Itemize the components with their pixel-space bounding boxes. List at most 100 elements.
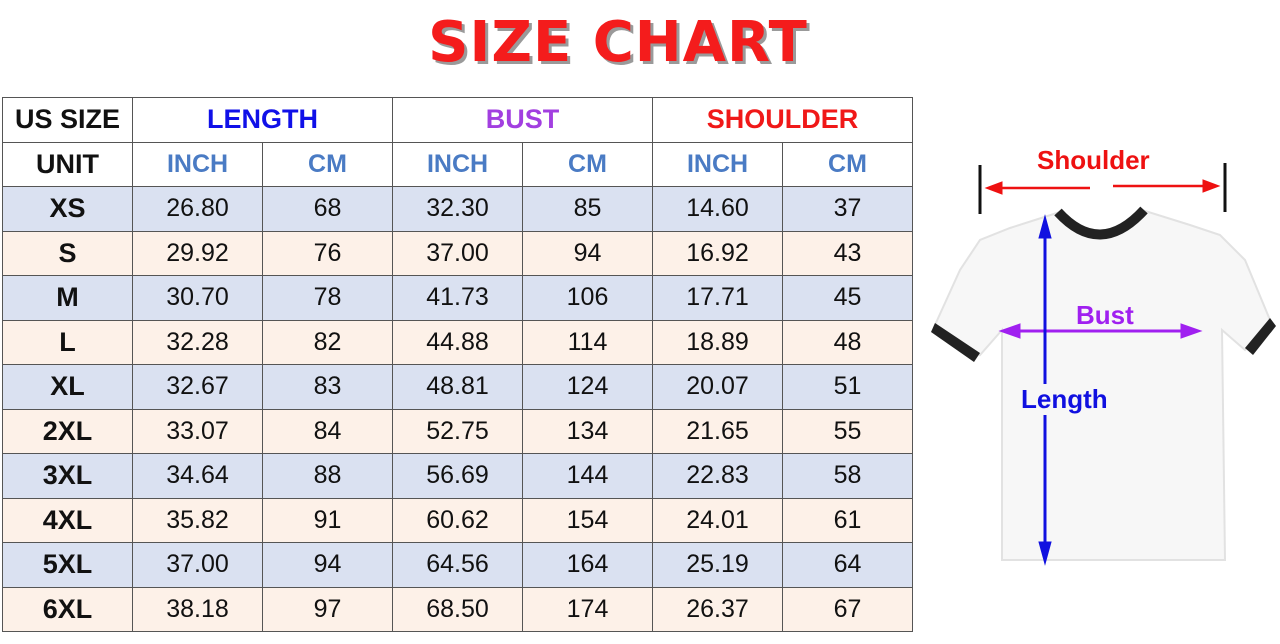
value-cell: 94 — [522, 230, 653, 276]
value-cell: 60.62 — [392, 497, 523, 543]
value-cell: 164 — [522, 542, 653, 588]
value-cell: 37.00 — [392, 230, 523, 276]
value-cell: 48.81 — [392, 364, 523, 410]
value-cell: 52.75 — [392, 408, 523, 454]
value-cell: 48 — [782, 319, 913, 365]
value-cell: 84 — [262, 408, 393, 454]
table-row: 3XL 34.64 88 56.69 144 22.83 58 — [2, 453, 913, 499]
size-cell: 5XL — [2, 542, 133, 588]
table-row: M 30.70 78 41.73 106 17.71 45 — [2, 275, 913, 321]
unit-cell: CM — [262, 141, 393, 187]
size-cell: XL — [2, 364, 133, 410]
value-cell: 94 — [262, 542, 393, 588]
value-cell: 58 — [782, 453, 913, 499]
table-row: 6XL 38.18 97 68.50 174 26.37 67 — [2, 586, 913, 632]
value-cell: 25.19 — [652, 542, 783, 588]
unit-label: UNIT — [2, 141, 133, 187]
value-cell: 174 — [522, 586, 653, 632]
value-cell: 78 — [262, 275, 393, 321]
bust-label: Bust — [1076, 300, 1134, 330]
size-cell: S — [2, 230, 133, 276]
value-cell: 17.71 — [652, 275, 783, 321]
bust-arrow — [998, 323, 1203, 339]
size-cell: XS — [2, 186, 133, 232]
value-cell: 124 — [522, 364, 653, 410]
value-cell: 97 — [262, 586, 393, 632]
unit-cell: INCH — [392, 141, 523, 187]
table-row: XS 26.80 68 32.30 85 14.60 37 — [2, 186, 913, 232]
value-cell: 37 — [782, 186, 913, 232]
value-cell: 106 — [522, 275, 653, 321]
sleeve-cuff-left — [931, 323, 980, 362]
table-row: 4XL 35.82 91 60.62 154 24.01 61 — [2, 497, 913, 543]
value-cell: 16.92 — [652, 230, 783, 276]
size-cell: 3XL — [2, 453, 133, 499]
value-cell: 34.64 — [132, 453, 263, 499]
value-cell: 44.88 — [392, 319, 523, 365]
value-cell: 134 — [522, 408, 653, 454]
value-cell: 21.65 — [652, 408, 783, 454]
value-cell: 88 — [262, 453, 393, 499]
size-cell: 6XL — [2, 586, 133, 632]
size-cell: 4XL — [2, 497, 133, 543]
value-cell: 68 — [262, 186, 393, 232]
value-cell: 154 — [522, 497, 653, 543]
value-cell: 56.69 — [392, 453, 523, 499]
group-length: LENGTH — [132, 97, 393, 143]
value-cell: 43 — [782, 230, 913, 276]
value-cell: 67 — [782, 586, 913, 632]
collar — [1054, 206, 1148, 240]
unit-row: UNIT INCH CM INCH CM INCH CM — [2, 141, 913, 187]
value-cell: 55 — [782, 408, 913, 454]
unit-cell: INCH — [132, 141, 263, 187]
value-cell: 61 — [782, 497, 913, 543]
size-cell: 2XL — [2, 408, 133, 454]
value-cell: 30.70 — [132, 275, 263, 321]
unit-cell: CM — [522, 141, 653, 187]
corner-label: US SIZE — [2, 97, 133, 143]
value-cell: 114 — [522, 319, 653, 365]
table-row: 2XL 33.07 84 52.75 134 21.65 55 — [2, 408, 913, 454]
value-cell: 35.82 — [132, 497, 263, 543]
header-row: US SIZE LENGTH BUST SHOULDER — [2, 97, 913, 143]
tshirt-diagram — [931, 163, 1276, 566]
size-table: US SIZE LENGTH BUST SHOULDER UNIT INCH C… — [2, 97, 913, 632]
value-cell: 32.67 — [132, 364, 263, 410]
unit-cell: CM — [782, 141, 913, 187]
value-cell: 85 — [522, 186, 653, 232]
value-cell: 76 — [262, 230, 393, 276]
table-row: 5XL 37.00 94 64.56 164 25.19 64 — [2, 542, 913, 588]
value-cell: 26.37 — [652, 586, 783, 632]
table-row: L 32.28 82 44.88 114 18.89 48 — [2, 319, 913, 365]
value-cell: 83 — [262, 364, 393, 410]
value-cell: 18.89 — [652, 319, 783, 365]
value-cell: 64 — [782, 542, 913, 588]
table-row: XL 32.67 83 48.81 124 20.07 51 — [2, 364, 913, 410]
table-row: S 29.92 76 37.00 94 16.92 43 — [2, 230, 913, 276]
value-cell: 68.50 — [392, 586, 523, 632]
group-shoulder: SHOULDER — [652, 97, 913, 143]
value-cell: 37.00 — [132, 542, 263, 588]
value-cell: 91 — [262, 497, 393, 543]
shoulder-arrow — [984, 179, 1221, 195]
value-cell: 20.07 — [652, 364, 783, 410]
shoulder-label: Shoulder — [1037, 145, 1150, 175]
page-title: SIZE CHART — [428, 10, 808, 75]
group-bust: BUST — [392, 97, 653, 143]
value-cell: 45 — [782, 275, 913, 321]
value-cell: 32.30 — [392, 186, 523, 232]
value-cell: 51 — [782, 364, 913, 410]
value-cell: 14.60 — [652, 186, 783, 232]
value-cell: 144 — [522, 453, 653, 499]
value-cell: 24.01 — [652, 497, 783, 543]
value-cell: 33.07 — [132, 408, 263, 454]
value-cell: 38.18 — [132, 586, 263, 632]
size-cell: M — [2, 275, 133, 321]
value-cell: 29.92 — [132, 230, 263, 276]
value-cell: 22.83 — [652, 453, 783, 499]
value-cell: 26.80 — [132, 186, 263, 232]
value-cell: 32.28 — [132, 319, 263, 365]
value-cell: 82 — [262, 319, 393, 365]
length-label: Length — [1021, 384, 1108, 415]
unit-cell: INCH — [652, 141, 783, 187]
